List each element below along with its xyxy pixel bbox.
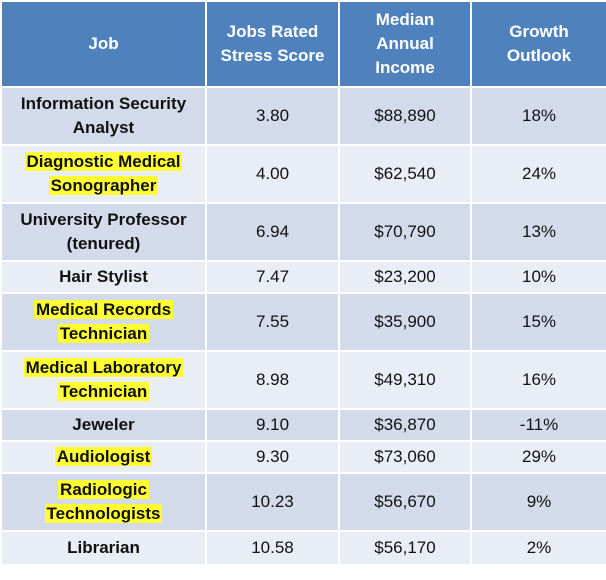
median-income: $62,540 [338,144,472,204]
stress-score: 8.98 [205,350,340,410]
table-body: Information Security Analyst 3.80 $88,890 1… [0,86,606,566]
table-header: Job Jobs Rated Stress Score Median Annual … [0,0,606,88]
growth-outlook: 13% [470,202,606,262]
stress-score: 7.55 [205,292,340,352]
job-cell: Librarian [0,530,207,566]
header-cell: Jobs Rated Stress Score [205,0,340,88]
job-name: Librarian [67,538,140,557]
job-name: Diagnostic Medical Sonographer [24,152,183,195]
stress-score: 9.10 [205,408,340,442]
header-cell: Median Annual Income [338,0,472,88]
table-row: Information Security Analyst 3.80 $88,890 1… [0,86,606,146]
table-row: Jeweler 9.10 $36,870 -11% [0,408,606,442]
stress-score: 9.30 [205,440,340,474]
table-row: Librarian 10.58 $56,170 2% [0,530,606,566]
table-row: Audiologist 9.30 $73,060 29% [0,440,606,474]
table-row: Diagnostic Medical Sonographer 4.00 $62,54… [0,144,606,204]
header-cell: Growth Outlook [470,0,606,88]
header-cell: Job [0,0,207,88]
table-row: Medical Laboratory Technician 8.98 $49,310… [0,350,606,410]
growth-outlook: 9% [470,472,606,532]
growth-outlook: 18% [470,86,606,146]
job-cell: University Professor (tenured) [0,202,207,262]
growth-outlook: 10% [470,260,606,294]
table-row: Radiologic Technologists 10.23 $56,670 9% [0,472,606,532]
job-cell: Jeweler [0,408,207,442]
job-name: Jeweler [72,415,135,434]
growth-outlook: 16% [470,350,606,410]
stress-score: 4.00 [205,144,340,204]
job-cell: Hair Stylist [0,260,207,294]
median-income: $88,890 [338,86,472,146]
job-name: Radiologic Technologists [44,480,163,523]
median-income: $49,310 [338,350,472,410]
growth-outlook: 15% [470,292,606,352]
stress-score: 10.23 [205,472,340,532]
job-name: Hair Stylist [59,267,148,286]
median-income: $36,870 [338,408,472,442]
table-row: Hair Stylist 7.47 $23,200 10% [0,260,606,294]
median-income: $70,790 [338,202,472,262]
median-income: $56,170 [338,530,472,566]
table-row: University Professor (tenured) 6.94 $70,79… [0,202,606,262]
job-cell: Medical Laboratory Technician [0,350,207,410]
job-name: Audiologist [54,447,153,466]
growth-outlook: 24% [470,144,606,204]
median-income: $73,060 [338,440,472,474]
growth-outlook: 29% [470,440,606,474]
jobs-table: Job Jobs Rated Stress Score Median Annual … [0,0,606,566]
job-name: Medical Records Technician [33,300,174,343]
stress-score: 7.47 [205,260,340,294]
table-row: Medical Records Technician 7.55 $35,900 15% [0,292,606,352]
stress-score: 6.94 [205,202,340,262]
growth-outlook: -11% [470,408,606,442]
job-name: Medical Laboratory Technician [23,358,184,401]
job-name: University Professor (tenured) [20,210,187,253]
header-row: Job Jobs Rated Stress Score Median Annual … [0,0,606,88]
job-cell: Audiologist [0,440,207,474]
stress-score: 3.80 [205,86,340,146]
stress-score: 10.58 [205,530,340,566]
job-cell: Diagnostic Medical Sonographer [0,144,207,204]
growth-outlook: 2% [470,530,606,566]
median-income: $35,900 [338,292,472,352]
median-income: $56,670 [338,472,472,532]
median-income: $23,200 [338,260,472,294]
job-cell: Medical Records Technician [0,292,207,352]
job-cell: Information Security Analyst [0,86,207,146]
job-cell: Radiologic Technologists [0,472,207,532]
job-name: Information Security Analyst [20,94,187,137]
